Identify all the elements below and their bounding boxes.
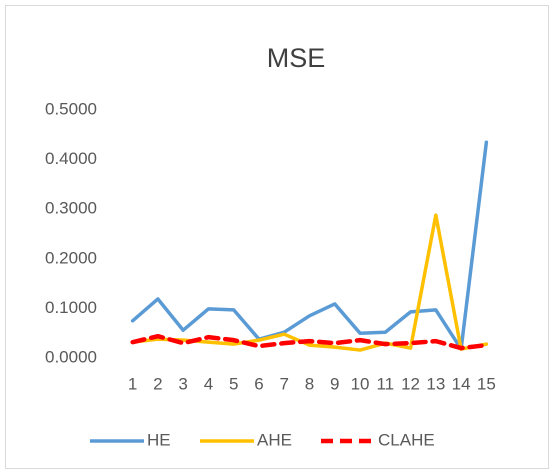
data-line: [130, 140, 489, 351]
y-tick-label: 0.0000: [45, 347, 97, 366]
legend-label: CLAHE: [378, 430, 435, 449]
x-tick-label: 11: [376, 374, 394, 393]
y-tick-label: 0.5000: [45, 99, 97, 118]
x-tick-label: 7: [279, 374, 288, 393]
x-tick-label: 8: [305, 374, 314, 393]
chart-title: MSE: [267, 43, 326, 73]
x-tick-label: 12: [401, 374, 420, 393]
x-tick-label: 6: [254, 374, 263, 393]
x-tick-label: 1: [128, 374, 137, 393]
x-tick-label: 15: [477, 374, 496, 393]
y-tick-label: 0.3000: [45, 199, 97, 218]
x-tick-label: 9: [330, 374, 339, 393]
y-tick-label: 0.1000: [45, 298, 97, 317]
x-tick-label: 13: [426, 374, 445, 393]
x-tick-label: 5: [229, 374, 238, 393]
y-tick-label: 0.4000: [45, 149, 97, 168]
x-tick-label: 3: [178, 374, 187, 393]
chart-frame: [5, 5, 549, 469]
x-tick-label: 10: [351, 374, 370, 393]
x-tick-label: 4: [204, 374, 213, 393]
legend-label: HE: [147, 430, 171, 449]
x-tick-label: 2: [153, 374, 162, 393]
data-line: [130, 333, 489, 351]
legend-label: AHE: [257, 430, 292, 449]
x-tick-label: 14: [452, 374, 471, 393]
y-tick-label: 0.2000: [45, 248, 97, 267]
